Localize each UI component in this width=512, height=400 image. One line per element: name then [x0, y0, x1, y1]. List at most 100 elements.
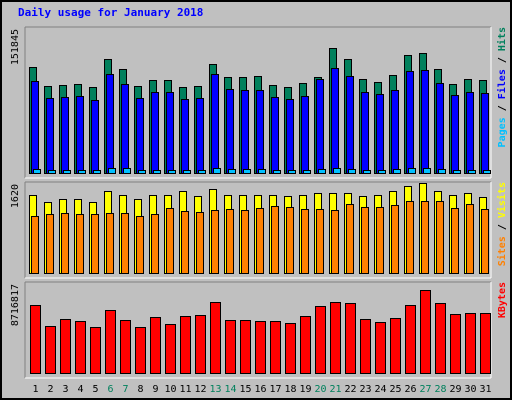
- hits-bar-pages-day-15: [243, 169, 251, 174]
- legend-item-hits: Hits: [496, 27, 508, 51]
- kbytes-bar-kbytes-day-9: [150, 317, 161, 374]
- hits-bar-files-day-6: [106, 74, 114, 174]
- hits-bar-files-day-15: [241, 90, 249, 174]
- hits-bar-pages-day-5: [93, 170, 101, 174]
- legend-separator: /: [497, 51, 508, 69]
- x-tick-label-day-5: 5: [92, 384, 98, 395]
- x-tick-label-day-27: 27: [419, 384, 431, 395]
- kbytes-bar-kbytes-day-11: [180, 316, 191, 374]
- x-tick-label-day-25: 25: [389, 384, 401, 395]
- kbytes-bar-kbytes-day-21: [330, 302, 341, 374]
- legend-separator: /: [497, 99, 508, 117]
- hits-bar-pages-day-2: [48, 170, 56, 174]
- visits-bar-sites-day-12: [196, 212, 204, 274]
- hits-bar-files-day-12: [196, 98, 204, 174]
- kbytes-bar-kbytes-day-15: [240, 320, 251, 374]
- legend-visits: Sites / Visits: [496, 182, 508, 266]
- kbytes-bar-kbytes-day-26: [405, 305, 416, 374]
- visits-bar-sites-day-23: [361, 207, 369, 274]
- x-tick-label-day-24: 24: [374, 384, 386, 395]
- x-tick-label-day-9: 9: [152, 384, 158, 395]
- x-tick-label-day-18: 18: [284, 384, 296, 395]
- hits-bar-files-day-14: [226, 89, 234, 174]
- kbytes-bar-kbytes-day-18: [285, 323, 296, 374]
- visits-bar-sites-day-22: [346, 204, 354, 274]
- hits-bar-pages-day-10: [168, 170, 176, 174]
- hits-bar-pages-day-9: [153, 170, 161, 174]
- hits-bar-files-day-17: [271, 97, 279, 174]
- x-tick-label-day-20: 20: [314, 384, 326, 395]
- visits-bar-sites-day-16: [256, 208, 264, 274]
- legend-hits: Pages / Files / Hits: [496, 27, 508, 147]
- hits-bar-files-day-4: [76, 96, 84, 174]
- y-max-label-kbytes: 8716817: [10, 284, 21, 326]
- x-tick-label-day-23: 23: [359, 384, 371, 395]
- visits-bar-sites-day-8: [136, 216, 144, 274]
- hits-bar-pages-day-6: [108, 168, 116, 174]
- hits-bar-pages-day-3: [63, 170, 71, 174]
- x-tick-label-day-6: 6: [107, 384, 113, 395]
- kbytes-bar-kbytes-day-14: [225, 320, 236, 374]
- hits-bar-files-day-10: [166, 92, 174, 174]
- hits-bar-files-day-13: [211, 74, 219, 174]
- x-tick-label-day-10: 10: [164, 384, 176, 395]
- hits-bar-pages-day-20: [318, 169, 326, 174]
- hits-bar-pages-day-12: [198, 170, 206, 174]
- y-max-label-visits: 1620: [10, 184, 21, 208]
- kbytes-bar-kbytes-day-7: [120, 320, 131, 374]
- kbytes-bar-kbytes-day-4: [75, 321, 86, 374]
- kbytes-bar-kbytes-day-17: [270, 321, 281, 374]
- x-tick-label-day-26: 26: [404, 384, 416, 395]
- kbytes-bar-kbytes-day-3: [60, 319, 71, 374]
- y-max-label-hits: 151845: [10, 29, 21, 65]
- visits-bar-sites-day-9: [151, 214, 159, 274]
- visits-bar-sites-day-4: [76, 214, 84, 274]
- visits-bar-sites-day-11: [181, 211, 189, 274]
- kbytes-bar-kbytes-day-25: [390, 318, 401, 374]
- x-tick-label-day-14: 14: [224, 384, 236, 395]
- x-tick-label-day-8: 8: [137, 384, 143, 395]
- x-tick-label-day-31: 31: [479, 384, 491, 395]
- kbytes-bar-kbytes-day-28: [435, 303, 446, 374]
- hits-bar-pages-day-30: [468, 170, 476, 174]
- hits-bar-pages-day-18: [288, 170, 296, 174]
- x-tick-label-day-13: 13: [209, 384, 221, 395]
- x-tick-label-day-4: 4: [77, 384, 83, 395]
- kbytes-bar-kbytes-day-20: [315, 306, 326, 374]
- kbytes-bar-kbytes-day-12: [195, 315, 206, 374]
- visits-bar-sites-day-6: [106, 213, 114, 274]
- visits-bar-sites-day-14: [226, 209, 234, 274]
- visits-bar-sites-day-18: [286, 207, 294, 274]
- hits-bar-pages-day-11: [183, 170, 191, 174]
- x-tick-label-day-19: 19: [299, 384, 311, 395]
- hits-bar-files-day-16: [256, 90, 264, 174]
- visits-bar-sites-day-25: [391, 205, 399, 274]
- visits-bar-sites-day-31: [481, 209, 489, 274]
- hits-bar-pages-day-14: [228, 169, 236, 174]
- hits-bar-files-day-31: [481, 93, 489, 174]
- hits-bar-files-day-7: [121, 84, 129, 174]
- visits-bar-sites-day-15: [241, 210, 249, 274]
- kbytes-bar-kbytes-day-29: [450, 314, 461, 374]
- visits-bar-sites-day-26: [406, 201, 414, 274]
- x-tick-label-day-12: 12: [194, 384, 206, 395]
- hits-bar-pages-day-4: [78, 170, 86, 174]
- visits-bar-sites-day-10: [166, 208, 174, 274]
- kbytes-bar-kbytes-day-24: [375, 322, 386, 374]
- hits-bar-pages-day-31: [483, 170, 491, 174]
- hits-bar-files-day-29: [451, 95, 459, 174]
- x-tick-label-day-28: 28: [434, 384, 446, 395]
- kbytes-bar-kbytes-day-27: [420, 290, 431, 374]
- hits-bar-pages-day-25: [393, 169, 401, 174]
- kbytes-bar-kbytes-day-10: [165, 324, 176, 374]
- hits-bar-pages-day-13: [213, 168, 221, 174]
- hits-bar-pages-day-27: [423, 168, 431, 174]
- hits-bar-files-day-28: [436, 83, 444, 174]
- legend-item-kbytes: KBytes: [497, 282, 508, 318]
- hits-bar-pages-day-16: [258, 169, 266, 174]
- x-tick-label-day-29: 29: [449, 384, 461, 395]
- hits-bar-pages-day-22: [348, 169, 356, 174]
- hits-bar-pages-day-1: [33, 169, 41, 174]
- visits-bar-sites-day-24: [376, 207, 384, 274]
- kbytes-bar-kbytes-day-19: [300, 316, 311, 374]
